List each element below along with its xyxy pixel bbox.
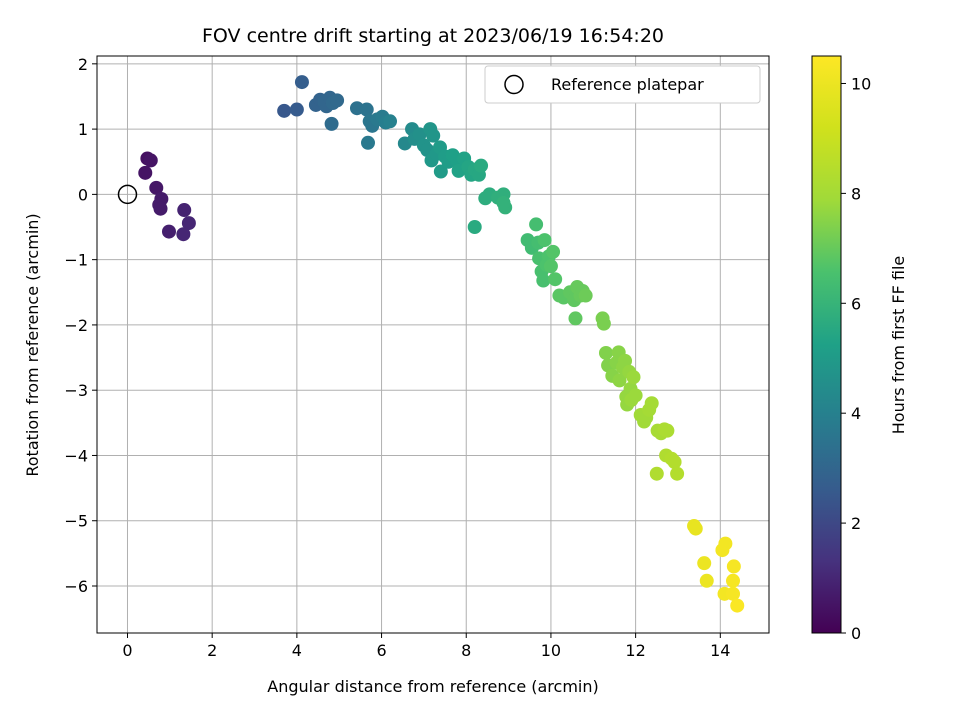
y-tick-label: −5 — [64, 512, 88, 531]
y-tick-label: 1 — [78, 120, 88, 139]
y-tick-label: −2 — [64, 316, 88, 335]
x-tick-label: 4 — [292, 641, 302, 660]
colorbar-tick-label: 6 — [851, 294, 861, 313]
scatter-point — [726, 573, 741, 588]
x-axis-ticks: 0 2 4 6 8 10 12 14 — [122, 633, 730, 660]
y-tick-label: −3 — [64, 381, 88, 400]
scatter-point — [626, 370, 641, 385]
scatter-point — [383, 114, 398, 129]
x-tick-label: 14 — [710, 641, 730, 660]
y-tick-label: 2 — [78, 55, 88, 74]
scatter-point — [177, 203, 192, 218]
scatter-point — [433, 164, 448, 179]
scatter-point — [718, 536, 733, 551]
chart-title: FOV centre drift starting at 2023/06/19 … — [202, 25, 664, 47]
scatter-point — [149, 180, 164, 195]
scatter-point — [153, 201, 168, 216]
scatter-point — [181, 216, 196, 231]
scatter-point — [467, 220, 482, 235]
scatter-point — [330, 93, 345, 108]
scatter-point — [543, 259, 558, 274]
scatter-point — [730, 598, 745, 613]
scatter-point — [548, 272, 563, 287]
reference-marker — [117, 184, 138, 205]
y-tick-label: −1 — [64, 251, 88, 270]
scatter-point — [670, 466, 685, 481]
scatter-point — [426, 128, 441, 143]
scatter-point — [688, 521, 703, 536]
scatter-point — [596, 316, 611, 331]
x-tick-label: 12 — [625, 641, 645, 660]
y-axis-label: Rotation from reference (arcmin) — [23, 213, 42, 476]
y-axis-ticks: 2 1 0 −1 −2 −3 −4 −5 −6 — [64, 55, 97, 596]
scatter-point — [649, 466, 664, 481]
colorbar: 0 2 4 6 8 10 Hours from first FF file — [811, 55, 908, 643]
legend-marker-reference — [504, 74, 524, 95]
scatter-point — [359, 102, 374, 117]
scatter-point — [537, 233, 552, 248]
scatter-point — [361, 135, 376, 150]
y-tick-label: −6 — [64, 577, 88, 596]
scatter-point — [578, 288, 593, 303]
scatter-point — [726, 559, 741, 574]
scatter-point — [612, 373, 627, 388]
colorbar-tick-label: 0 — [851, 624, 861, 643]
scatter-point — [277, 103, 292, 118]
scatter-point — [324, 116, 339, 131]
legend: Reference platepar — [484, 65, 761, 104]
x-tick-label: 2 — [207, 641, 217, 660]
scatter-point — [176, 227, 191, 242]
colorbar-tick-label: 4 — [851, 404, 861, 423]
colorbar-tick-label: 10 — [851, 74, 871, 93]
scatter-point — [138, 165, 153, 180]
colorbar-tick-label: 8 — [851, 184, 861, 203]
colorbar-ticks: 0 2 4 6 8 10 — [841, 74, 871, 643]
scatter-point — [496, 195, 511, 210]
scatter-point — [660, 423, 675, 438]
scatter-point — [161, 224, 176, 239]
x-tick-label: 0 — [122, 641, 132, 660]
colorbar-gradient — [811, 55, 842, 634]
colorbar-tick-label: 2 — [851, 514, 861, 533]
scatter-point — [289, 102, 304, 117]
x-tick-label: 6 — [376, 641, 386, 660]
scatter-point — [618, 353, 633, 368]
scatter-point — [568, 311, 583, 326]
scatter-point — [598, 345, 613, 360]
y-tick-label: 0 — [78, 185, 88, 204]
scatter-point — [726, 586, 741, 601]
scatter-point — [412, 127, 427, 142]
scatter-point — [536, 273, 551, 288]
plot-frame — [96, 55, 770, 634]
colorbar-label: Hours from first FF file — [889, 256, 908, 435]
scatter-points — [138, 75, 745, 613]
scatter-point — [667, 454, 682, 469]
x-tick-label: 8 — [461, 641, 471, 660]
y-tick-label: −4 — [64, 446, 88, 465]
scatter-point — [699, 573, 714, 588]
legend-label-reference: Reference platepar — [551, 75, 704, 94]
scatter-point — [474, 158, 489, 173]
scatter-point — [546, 244, 561, 259]
scatter-point — [529, 217, 544, 232]
x-axis-label: Angular distance from reference (arcmin) — [267, 677, 598, 696]
scatter-point — [628, 388, 643, 403]
scatter-point — [644, 396, 659, 411]
scatter-point — [294, 75, 309, 90]
plot-area — [96, 55, 770, 634]
x-tick-label: 10 — [541, 641, 561, 660]
scatter-point — [143, 153, 158, 168]
scatter-point — [697, 556, 712, 571]
legend-box — [484, 65, 761, 104]
